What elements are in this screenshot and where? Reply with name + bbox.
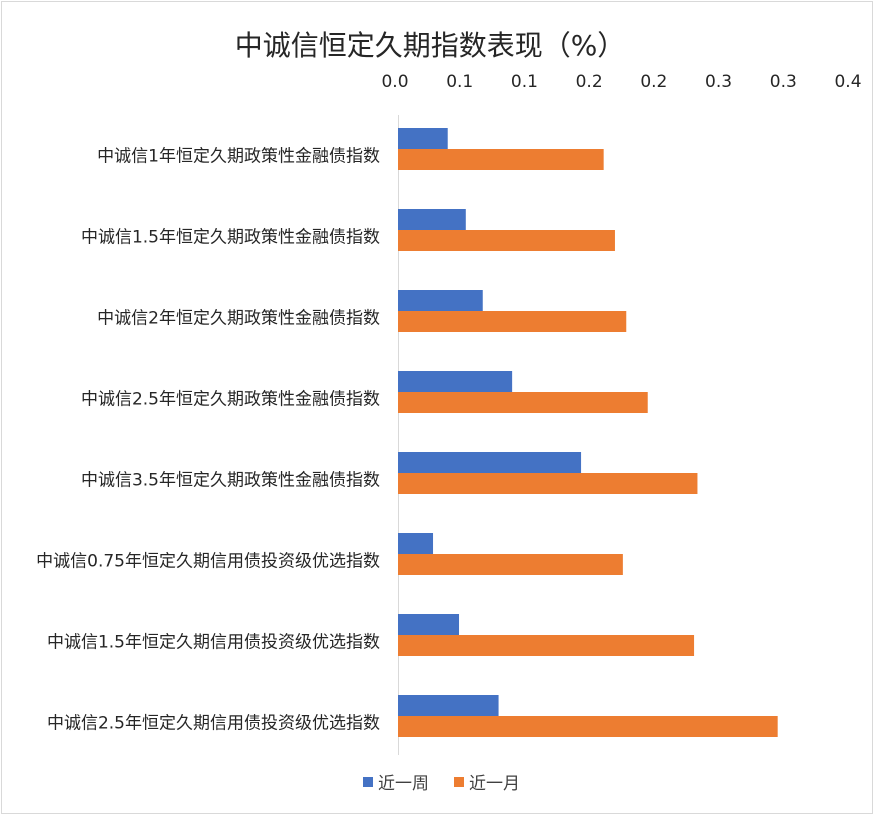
x-tick-label: 0.2 [640, 72, 667, 92]
x-tick-label: 0.4 [834, 72, 861, 92]
bar-month [398, 149, 604, 170]
chart-title: 中诚信恒定久期指数表现（%） [235, 29, 626, 62]
legend: 近一周 近一月 [363, 774, 520, 794]
x-tick-label: 0.1 [511, 72, 538, 92]
legend-swatch [363, 777, 373, 787]
x-tick-label: 0.3 [705, 72, 732, 92]
bar-month [398, 230, 615, 251]
x-tick-label: 0.0 [381, 72, 408, 92]
bar-week [398, 452, 582, 473]
bars [398, 128, 778, 737]
x-axis-ticks: 0.0 0.1 0.1 0.2 0.2 0.3 0.3 0.4 [381, 72, 861, 92]
category-label: 中诚信0.75年恒定久期信用债投资级优选指数 [36, 552, 380, 572]
category-label: 中诚信1.5年恒定久期信用债投资级优选指数 [47, 633, 380, 653]
bar-month [398, 635, 695, 656]
x-tick-label: 0.3 [770, 72, 797, 92]
bar-month [398, 311, 627, 332]
x-tick-label: 0.2 [576, 72, 603, 92]
bar-week [398, 371, 513, 392]
bar-week [398, 290, 483, 311]
category-label: 中诚信3.5年恒定久期政策性金融债指数 [81, 471, 380, 491]
bar-week [398, 533, 434, 554]
legend-swatch [454, 777, 464, 787]
category-label: 中诚信2.5年恒定久期信用债投资级优选指数 [47, 714, 380, 734]
category-label: 中诚信2.5年恒定久期政策性金融债指数 [81, 390, 380, 410]
bar-month [398, 392, 648, 413]
legend-label: 近一月 [469, 774, 520, 794]
category-label: 中诚信1.5年恒定久期政策性金融债指数 [81, 228, 380, 248]
bar-week [398, 128, 448, 149]
bar-week [398, 695, 499, 716]
bar-month [398, 554, 623, 575]
bar-week [398, 209, 466, 230]
category-label: 中诚信1年恒定久期政策性金融债指数 [97, 147, 380, 167]
bar-week [398, 614, 460, 635]
bar-month [398, 716, 778, 737]
x-tick-label: 0.1 [446, 72, 473, 92]
category-labels: 中诚信1年恒定久期政策性金融债指数中诚信1.5年恒定久期政策性金融债指数中诚信2… [36, 147, 380, 734]
bar-month [398, 473, 698, 494]
legend-label: 近一周 [378, 774, 429, 794]
category-label: 中诚信2年恒定久期政策性金融债指数 [97, 309, 380, 329]
